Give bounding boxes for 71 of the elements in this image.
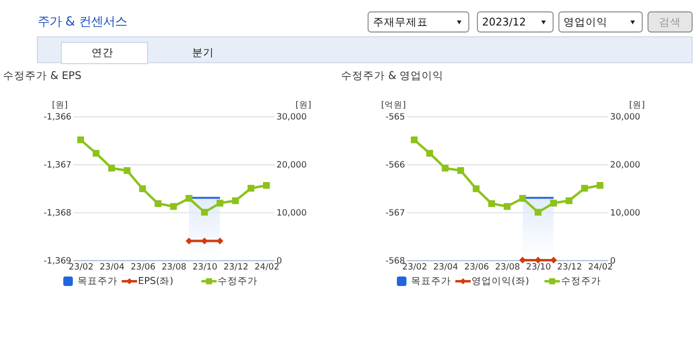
point — [124, 167, 130, 174]
point — [248, 184, 254, 192]
x-tick-label: 23/06 — [130, 262, 156, 272]
point — [581, 184, 588, 192]
y-tick-label: -1,369 — [44, 256, 72, 267]
x-tick-label: 23/08 — [495, 262, 520, 272]
legend-label: 수정주가 — [560, 276, 601, 288]
text: 연간 — [92, 46, 114, 59]
x-tick-label: 24/02 — [588, 262, 613, 272]
point — [519, 194, 526, 202]
y2-axis-title: [원] — [296, 100, 312, 110]
y-axis-title: [억원] — [381, 100, 406, 110]
point — [263, 182, 270, 189]
point — [534, 208, 542, 216]
y2-tick-label: 20,000 — [610, 160, 640, 171]
x-tick-label: 23/08 — [162, 262, 186, 272]
text: 주가 & 컨센서스 — [37, 13, 128, 28]
y-tick-label: -567 — [385, 208, 406, 219]
legend-label: 영업이익(좌) — [472, 276, 530, 288]
y2-tick-label: 10,000 — [276, 208, 307, 219]
text: 영업이익 — [564, 16, 608, 28]
point — [410, 136, 418, 144]
x-tick-label: 24/02 — [254, 262, 280, 272]
point — [566, 197, 572, 204]
chart-title: 수정주가 & 영업이익 — [340, 70, 444, 82]
x-tick-label: 23/04 — [100, 262, 124, 272]
y-tick-label: -1,366 — [44, 112, 72, 123]
point — [139, 185, 146, 192]
y2-tick-label: 30,000 — [276, 112, 307, 123]
point — [154, 200, 162, 207]
x-tick-label: 23/10 — [192, 262, 218, 272]
legend-label: 목표주가 — [411, 276, 452, 288]
point — [488, 200, 496, 207]
x-tick-label: 23/06 — [464, 262, 490, 272]
point — [216, 200, 224, 207]
x-tick-label: 23/12 — [224, 262, 248, 272]
y-axis-title: [원] — [52, 100, 68, 110]
y-tick-label: -1,367 — [44, 160, 72, 171]
y-tick-label: -566 — [385, 160, 406, 171]
y-tick-label: -1,368 — [44, 208, 72, 219]
y2-tick-label: 10,000 — [610, 208, 640, 219]
point — [92, 150, 100, 157]
point — [232, 197, 239, 204]
text: 2023/12 — [482, 16, 526, 28]
point — [77, 136, 84, 144]
point — [108, 164, 115, 172]
text: 검색 — [659, 16, 682, 28]
point — [550, 200, 557, 207]
y-tick-label: -565 — [385, 112, 406, 123]
chart-title: 수정주가 & EPS — [2, 70, 82, 82]
x-tick-label: 23/02 — [68, 262, 94, 272]
y2-tick-label: 30,000 — [610, 112, 640, 123]
y2-tick-label: 20,000 — [276, 160, 307, 171]
legend-label: 목표주가 — [78, 276, 118, 288]
y2-axis-title: [원] — [629, 100, 645, 110]
x-tick-label: 23/12 — [557, 262, 582, 272]
point — [442, 164, 449, 172]
point — [170, 203, 177, 210]
legend-label: EPS(좌) — [138, 276, 174, 288]
point — [426, 150, 434, 157]
text: 주재무제표 — [372, 16, 428, 28]
point — [504, 203, 510, 210]
text: 분기 — [192, 46, 214, 59]
x-tick-label: 23/04 — [433, 262, 458, 272]
legend-label: 수정주가 — [218, 276, 258, 288]
point — [596, 182, 604, 189]
point — [201, 208, 208, 216]
point — [472, 185, 480, 192]
point — [457, 167, 464, 174]
point — [186, 194, 192, 202]
x-tick-label: 23/10 — [526, 262, 551, 272]
